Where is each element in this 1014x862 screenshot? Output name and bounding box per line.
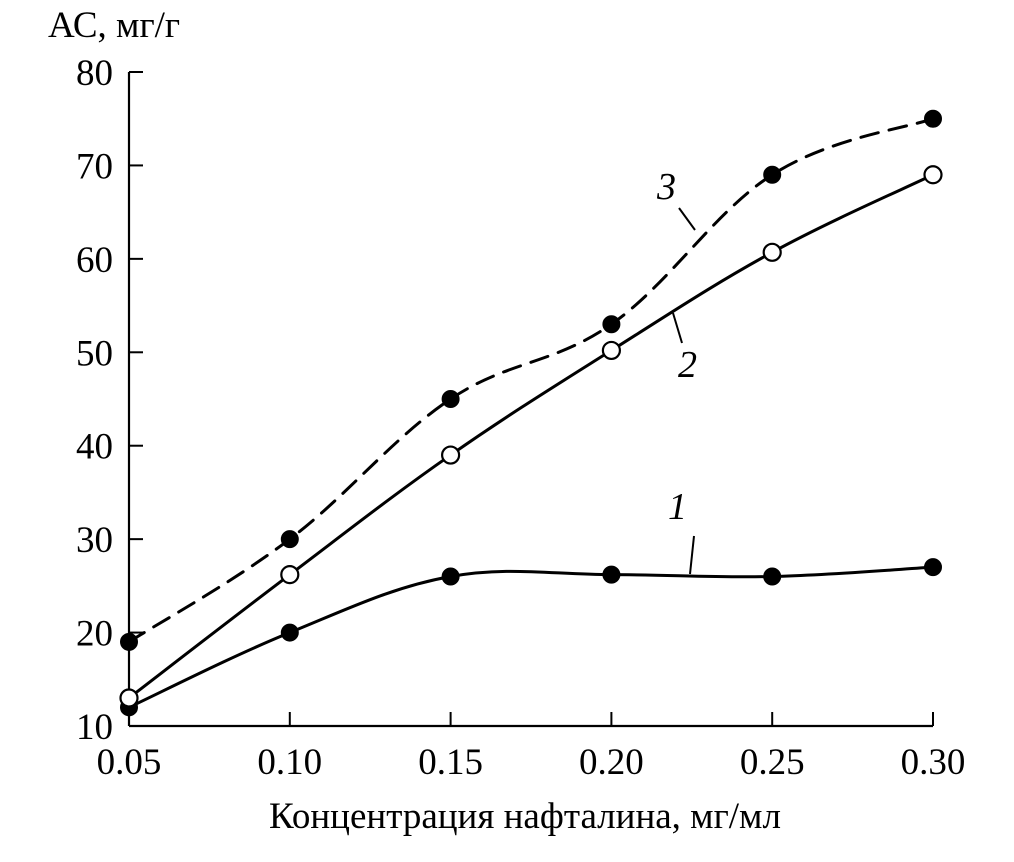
series-2-point	[601, 340, 622, 361]
y-axis-title: АС, мг/г	[48, 5, 180, 46]
y-tick-label: 30	[76, 520, 113, 561]
series-3-point	[763, 165, 782, 184]
curve-labels: 1 2 3	[656, 166, 697, 575]
x-tick-label: 0.20	[579, 742, 644, 783]
curve-label-3: 3	[656, 166, 676, 208]
series-1-point	[280, 623, 299, 642]
series-2-point	[280, 565, 300, 585]
series-2-point	[441, 445, 461, 465]
series-1-point	[924, 558, 942, 577]
x-tick-label: 0.30	[901, 742, 966, 783]
series-3	[120, 109, 942, 651]
series-1-point	[763, 567, 782, 586]
x-tick-label: 0.15	[418, 742, 483, 783]
y-tick-label: 70	[76, 146, 113, 187]
curve-label-2: 2	[678, 344, 697, 386]
curve-label-leader	[689, 535, 695, 575]
x-tick-label: 0.05	[97, 742, 162, 783]
series-1	[120, 558, 942, 717]
series-3-point	[924, 109, 942, 128]
series-2-point	[762, 242, 782, 262]
curve-label-leader	[678, 207, 696, 231]
curve-label-1: 1	[668, 486, 687, 528]
x-axis-title: Концентрация нафталина, мг/мл	[269, 796, 781, 837]
series-2-point	[923, 165, 943, 185]
y-tick-label: 20	[76, 614, 113, 655]
series-2-line	[127, 173, 935, 700]
y-tick-label: 10	[76, 707, 113, 748]
series-3-point	[441, 390, 460, 408]
series-1-point	[602, 565, 621, 584]
series-layer	[119, 109, 943, 717]
y-ticks: 10 20 30 40 50 60 70 80	[76, 53, 143, 748]
series-3-line	[127, 117, 935, 644]
series-1-point	[441, 567, 460, 586]
series-2-point	[119, 688, 139, 708]
series-1-line	[127, 565, 935, 709]
series-2	[119, 165, 943, 708]
x-tick-label: 0.10	[257, 742, 322, 783]
y-tick-label: 50	[76, 333, 113, 374]
curve-label-leader	[672, 312, 683, 344]
axes	[127, 72, 933, 728]
series-3-point	[280, 530, 299, 549]
y-tick-label: 80	[76, 53, 113, 94]
y-tick-label: 60	[76, 240, 113, 281]
series-3-point	[602, 315, 621, 334]
series-3-point	[120, 632, 138, 651]
x-ticks: 0.05 0.10 0.15 0.20 0.25 0.30	[97, 712, 966, 783]
x-tick-label: 0.25	[740, 742, 805, 783]
y-tick-label: 40	[76, 427, 113, 468]
